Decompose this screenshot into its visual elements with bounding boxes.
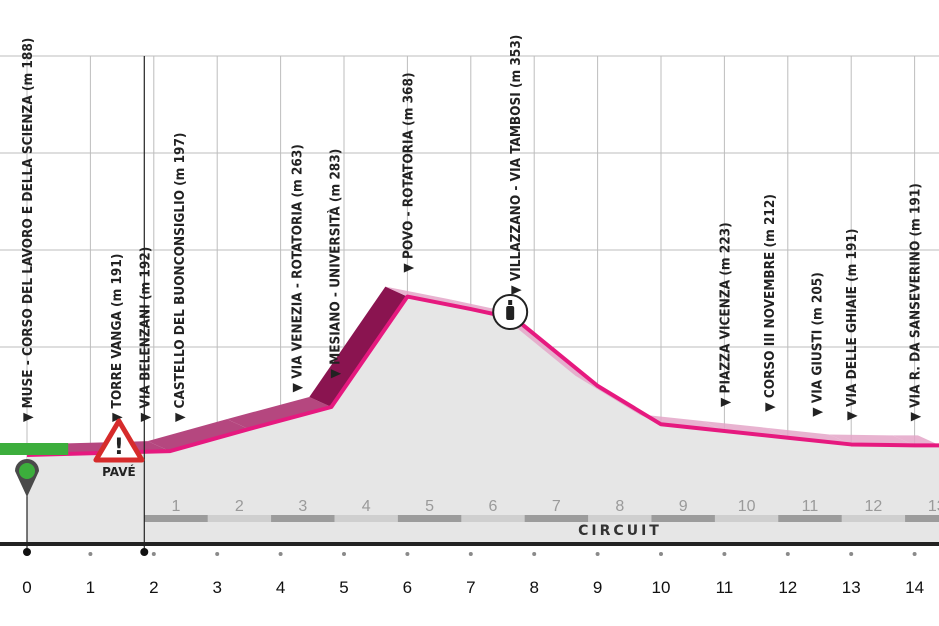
circuit-bar-segment [524,515,589,522]
profile-fill [27,296,939,542]
x-tick-dot [278,552,283,556]
profile-shading [226,397,332,430]
circuit-km-label: 10 [738,498,756,515]
feed-zone-bottle-icon [492,294,529,330]
circuit-bar-segment [905,515,939,522]
profile-shading [309,286,408,407]
x-axis-line [0,542,939,546]
x-tick-dot [468,552,473,556]
x-tick-dot [532,552,537,556]
circuit-km-label: 9 [679,498,688,515]
x-tick-dot [912,552,917,556]
circuit-bar-segment [651,515,715,522]
circuit-km-label: 5 [425,498,434,515]
circuit-bar: 12345678910111213CIRCUIT [144,498,939,539]
x-tick-label: 9 [593,578,602,597]
x-tick-label: 8 [529,578,538,597]
feed-bottle-cap [508,300,513,305]
x-tick-dot [215,552,220,556]
x-tick-label: 0 [22,578,31,597]
x-tick-dot [595,552,600,556]
waypoint-label: ▼ MESIANO - UNIVERSITÀ (m 283) [326,149,343,379]
x-tick-dot [88,552,93,556]
circuit-km-label: 3 [298,498,307,515]
waypoint-label: ▼ VILLAZZANO - VIA TAMBOSI (m 353) [508,35,524,295]
profile-line [26,294,939,457]
circuit-km-label: 4 [362,498,371,515]
circuit-bar-segment [271,515,335,522]
x-tick-dot [722,552,727,556]
waypoint-label: ▼ VIA VENEZIA - ROTATORIA (m 263) [289,144,305,392]
x-tick-label: 13 [842,578,861,597]
profile-shading [147,419,249,452]
x-tick-label: 14 [905,578,924,597]
x-tick-label: 6 [403,578,412,597]
waypoint-label: ▼ VIA BELENZANI (m 192) [137,247,153,422]
x-axis: 0 1 2 3 4 5 6 7 8 9 10 11 12 13 14 [0,56,939,597]
x-tick-dot [342,552,346,556]
circuit-bar-segment [778,515,842,522]
x-tick-dot [405,552,410,556]
waypoint-label: ▼ CASTELLO DEL BUONCONSIGLIO (m 197) [172,133,188,422]
x-tick-label: 2 [149,578,158,597]
waypoint-label: ▼ VIA R. DA SANSEVERINO (m 191) [908,183,924,421]
circuit-km-label: 7 [552,498,561,515]
start-pin-dot [19,463,35,479]
start-segment [0,443,69,455]
start-dot [23,548,31,556]
circuit-label: CIRCUIT [578,523,662,539]
waypoint-label: ▼ PIAZZA VICENZA (m 223) [717,222,733,407]
waypoint-label: ▼ POVO - ROTATORIA (m 368) [400,72,416,272]
pave-exclamation: ! [114,435,124,460]
x-tick-dot [849,552,854,556]
x-tick-label: 5 [339,578,348,597]
circuit-km-label: 1 [172,498,181,515]
circuit-km-label: 2 [235,498,244,515]
x-tick-label: 10 [652,578,671,597]
circuit-bar-segment [144,515,208,522]
x-tick-dot [785,552,790,556]
x-tick-label: 12 [778,578,797,597]
profile-shading [892,435,939,446]
x-tick-label: 4 [276,578,285,597]
feed-bottle-body [506,306,515,320]
pave-label: PAVÉ [102,464,136,479]
waypoint-labels: ▼ MUSE - CORSO DEL LAVORO E DELLA SCIENZ… [20,35,924,422]
circuit-km-label: 11 [802,498,819,515]
x-tick-label: 11 [716,578,734,597]
waypoint-label: ▼ MUSE - CORSO DEL LAVORO E DELLA SCIENZ… [20,38,36,422]
waypoint-label: ▼ TORRE VANGA (m 191) [109,254,125,422]
pave-triangle [93,418,145,463]
circuit-km-label: 12 [864,498,882,515]
circuit-bar-segment [397,515,462,522]
circuit-km-label: 6 [489,498,498,515]
pave-warning-icon: ! PAVÉ [93,418,145,479]
circuit-start-dot [140,548,149,556]
circuit-km-label: 8 [615,498,624,515]
x-tick-label: 7 [466,578,475,597]
waypoint-label: ▼ VIA GIUSTI (m 205) [809,272,825,417]
x-tick-label: 1 [86,578,95,597]
elevation-profile [0,286,939,542]
waypoint-label: ▼ VIA DELLE GHIAIE (m 191) [844,229,860,421]
x-tick-dot [659,552,663,556]
profile-icons: ! PAVÉ [15,294,529,497]
x-tick-dot [151,552,156,556]
circuit-km-label: 13 [928,498,939,515]
x-tick-label: 3 [212,578,221,597]
start-pin-icon [15,459,39,497]
waypoint-label: ▼ CORSO III NOVEMBRE (m 212) [762,194,778,412]
